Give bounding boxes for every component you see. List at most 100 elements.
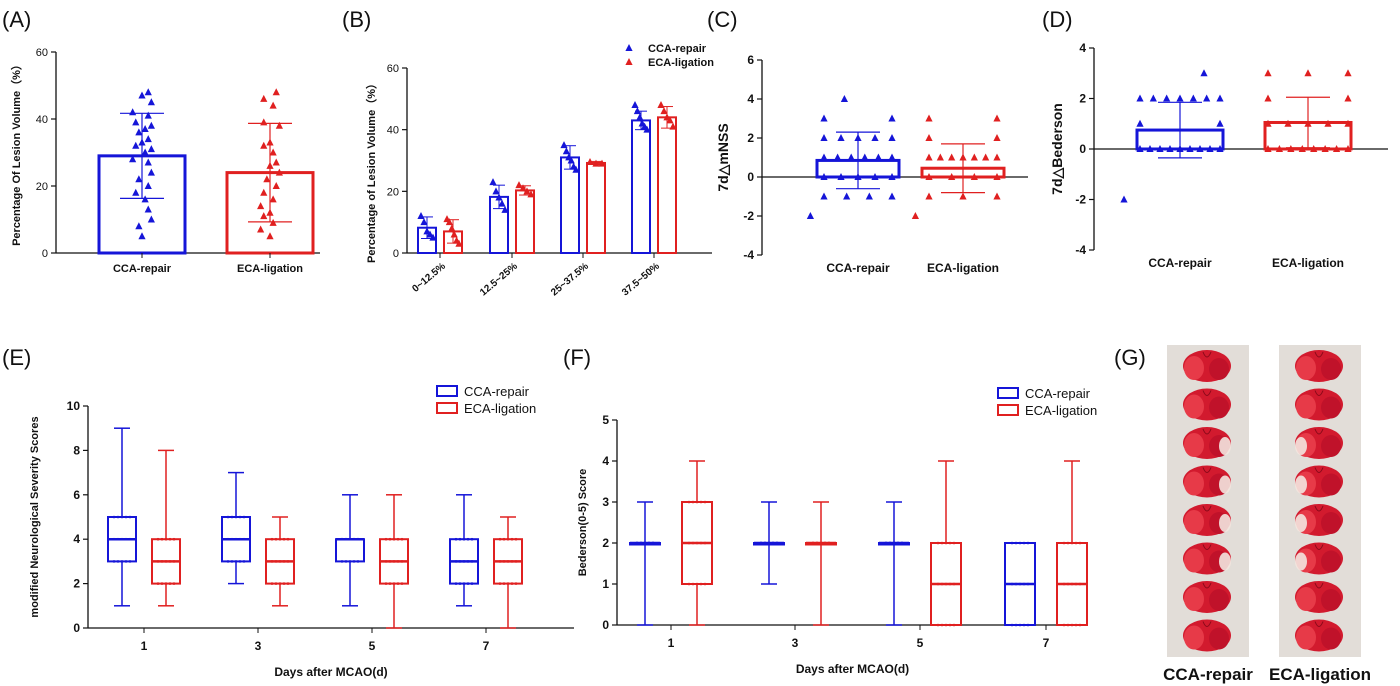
data-dot (888, 541, 892, 545)
y-axis-label: Percentage Of Lesion Volume（%） (10, 59, 23, 246)
data-dot (400, 582, 404, 585)
data-dot (944, 541, 948, 545)
midline (1314, 428, 1324, 435)
data-dot (388, 560, 392, 563)
chart-B: 0 20 40 60 Percentage of Lesion Volume（%） 0~1… (365, 43, 714, 298)
data-dot (242, 515, 246, 519)
slice-hemisphere (1296, 625, 1316, 650)
data-point (834, 153, 842, 161)
midline (1314, 390, 1324, 396)
data-dot (458, 560, 462, 563)
data-point (498, 199, 506, 207)
data-point (660, 107, 668, 115)
data-point (138, 91, 146, 99)
data-dot (948, 623, 952, 627)
data-dot (124, 537, 128, 541)
data-point (874, 153, 882, 161)
data-dot (160, 560, 164, 563)
data-dot (278, 582, 282, 585)
data-dot (234, 515, 238, 519)
data-point (448, 224, 456, 232)
data-point (1136, 145, 1144, 152)
data-dot (230, 537, 234, 541)
data-dot (384, 537, 388, 541)
midline (1202, 351, 1212, 358)
data-point (837, 134, 845, 141)
data-dot (226, 515, 230, 519)
data-point (455, 239, 463, 247)
data-point (495, 193, 503, 201)
y-tick-label: 0 (73, 621, 80, 635)
data-dot (695, 541, 699, 545)
slice-hemisphere (1321, 396, 1341, 419)
data-point (1196, 145, 1204, 152)
data-point (144, 111, 152, 119)
data-point (1298, 145, 1306, 152)
data-dot (506, 537, 510, 541)
data-point (1324, 119, 1332, 127)
y-tick-label: 5 (602, 413, 609, 427)
data-dot (759, 541, 763, 545)
data-dot (242, 560, 246, 563)
data-dot (454, 560, 458, 563)
panel-label: (B) (342, 7, 371, 32)
data-point (840, 95, 848, 102)
data-dot (128, 515, 132, 519)
data-dot (400, 537, 404, 541)
data-dot (635, 541, 639, 545)
data-point (1344, 69, 1352, 77)
data-point (269, 148, 277, 156)
data-point (806, 212, 814, 219)
data-dot (1014, 541, 1018, 545)
data-dot (156, 582, 160, 585)
data-dot (900, 541, 904, 545)
data-point (572, 165, 580, 173)
data-dot (763, 541, 767, 545)
data-dot (1022, 541, 1026, 545)
data-point (135, 222, 143, 230)
data-point (1216, 119, 1224, 127)
y-tick-label: 6 (747, 53, 754, 67)
data-point (820, 192, 828, 200)
y-axis-label: Percentage of Lesion Volume（%） (365, 78, 378, 263)
x-tick-label: 1 (141, 639, 148, 653)
midline (1314, 351, 1324, 358)
data-point (527, 190, 535, 198)
data-dot (392, 537, 396, 541)
data-dot (1062, 541, 1066, 545)
y-tick-label: 6 (73, 488, 80, 502)
data-dot (823, 541, 827, 545)
data-dot (944, 623, 948, 627)
data-dot (944, 582, 948, 586)
data-dot (466, 537, 470, 541)
data-dot (691, 500, 695, 504)
data-point (666, 116, 674, 124)
data-point (970, 173, 978, 180)
data-dot (1010, 582, 1014, 586)
x-tick-label: CCA-repair (1148, 256, 1212, 270)
x-tick-label: 0~12.5% (410, 261, 448, 295)
data-dot (172, 582, 176, 585)
photo-column-label: CCA-repair (1163, 665, 1253, 684)
data-dot (230, 560, 234, 563)
data-dot (454, 537, 458, 541)
data-point (519, 184, 527, 192)
data-point (598, 159, 606, 167)
data-point (269, 101, 277, 109)
brain-slice (1295, 542, 1343, 575)
slice-hemisphere (1321, 473, 1341, 496)
data-dot (282, 537, 286, 541)
y-tick-label: -2 (743, 209, 754, 223)
midline (1202, 467, 1212, 473)
bar (515, 189, 535, 255)
data-dot (506, 582, 510, 585)
slice-hemisphere (1321, 358, 1341, 380)
data-dot (270, 582, 274, 585)
data-point (272, 158, 280, 166)
data-dot (274, 560, 278, 563)
data-dot (286, 560, 290, 563)
brain-slice (1295, 427, 1343, 459)
data-point (269, 195, 277, 203)
data-point (643, 125, 651, 133)
data-point (1321, 145, 1329, 152)
